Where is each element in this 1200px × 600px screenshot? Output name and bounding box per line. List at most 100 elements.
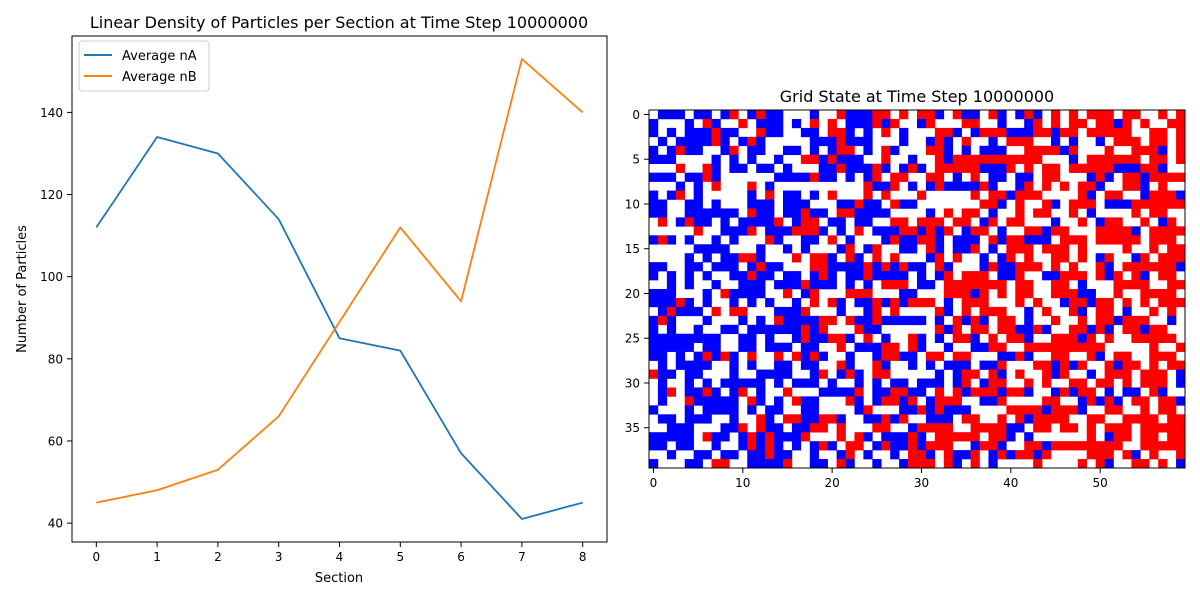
heatmap-cell [961,235,971,245]
heatmap-cell [711,136,721,147]
heatmap-cell [1068,154,1079,164]
heatmap-cell [925,441,936,451]
heatmap-cell [970,190,980,200]
heatmap-cell [809,208,820,218]
line-x-tick-label: 6 [457,550,465,564]
heatmap-cell [693,351,703,361]
heatmap-cell [845,244,855,254]
heatmap-cell [711,387,721,397]
heatmap-cell [1104,145,1114,156]
heatmap-cell [1033,297,1043,308]
heatmap-cell [1015,244,1025,254]
heatmap-cell [729,396,739,406]
heatmap-cell [997,253,1007,263]
heatmap-cell [1077,235,1088,245]
heatmap-cell [988,432,998,442]
heatmap-cell [702,396,712,406]
heatmap-cell [970,208,980,218]
heatmap-cell [961,289,971,299]
heatmap-cell [908,154,918,164]
heatmap-cell [881,441,891,451]
heatmap-cell [1095,441,1105,451]
heatmap-cell [1149,414,1159,424]
heatmap-cell [997,154,1007,164]
heatmap-cell [1077,244,1088,254]
heatmap-cell [1140,405,1150,415]
heatmap-cell [952,154,962,164]
heatmap-cell [917,450,927,460]
heatmap-cell [1140,217,1150,227]
heatmap-cell [908,199,918,209]
heatmap-cell [1086,208,1096,218]
heatmap-cell [1149,172,1159,182]
heatmap-cell [1086,423,1096,433]
heatmap-cell [783,324,793,335]
heatmap-cell [1104,324,1114,335]
heatmap-cell [1006,405,1016,415]
heatmap-cell [791,432,802,442]
heatmap-cell [979,324,989,335]
heatmap-cell [1176,127,1186,138]
heatmap-cell [1015,154,1025,164]
heatmap-cell [702,342,712,352]
heatmap-cell [952,459,962,469]
heatmap-cell [657,360,668,370]
heatmap-cell [988,244,998,254]
heatmap-cell [1140,181,1150,191]
heatmap-cell [1077,297,1088,308]
heatmap-cell [1006,271,1016,281]
heatmap-cell [1095,271,1105,281]
heatmap-cell [800,226,811,236]
heatmap-cell [675,441,686,451]
heatmap-cell [925,136,936,147]
heatmap-cell [657,297,668,308]
heatmap-cell [765,190,775,200]
heatmap-cell [899,217,909,227]
heatmap-cell [1149,387,1159,397]
heatmap-cell [756,423,766,433]
heatmap-cell [720,405,730,415]
heatmap-cell [729,262,739,272]
heatmap-cell [961,244,971,254]
heatmap-cell [747,324,757,335]
heatmap-cell [783,145,793,156]
line-x-axis-label: Section [315,571,363,586]
heatmap-cell [1086,351,1096,361]
heatmap-cell [1086,163,1096,173]
heatmap-cell [791,118,802,129]
heatmap-cell [1113,405,1123,415]
heatmap-cell [774,172,784,182]
heatmap-cell [979,378,989,388]
heatmap-cell [881,333,891,343]
heatmap-cell [1042,199,1052,209]
heatmap-cell [934,324,945,335]
heatmap-cell [997,360,1007,370]
heatmap-cell [649,441,659,451]
heatmap-cell [702,360,712,370]
heatmap-cell [1024,432,1034,442]
heatmap-cell [1131,172,1141,182]
heatmap-cell [1158,145,1168,156]
heatmap-cell [1122,244,1132,254]
heatmap-cell [845,387,855,397]
heatmap-cell [791,324,802,335]
heatmap-cell [791,208,802,218]
heatmap-cell [1086,387,1096,397]
heatmap-cell [702,110,712,120]
heatmap-cell [1006,387,1016,397]
heatmap-cell [979,387,989,397]
heatmap-cell [1024,190,1034,200]
heatmap-cell [1006,190,1016,200]
heatmap-cell [961,297,971,308]
heatmap-cell [1104,387,1114,397]
heatmap-cell [720,262,730,272]
heatmap-cell [899,163,909,173]
heatmap-cell [1140,199,1150,209]
heatmap-cell [809,360,820,370]
heatmap-cell [961,163,971,173]
heatmap-cell [890,271,900,281]
heatmap-cell [657,432,668,442]
heatmap-cell [729,289,739,299]
heatmap-cell [872,459,882,469]
heatmap-cell [657,351,668,361]
